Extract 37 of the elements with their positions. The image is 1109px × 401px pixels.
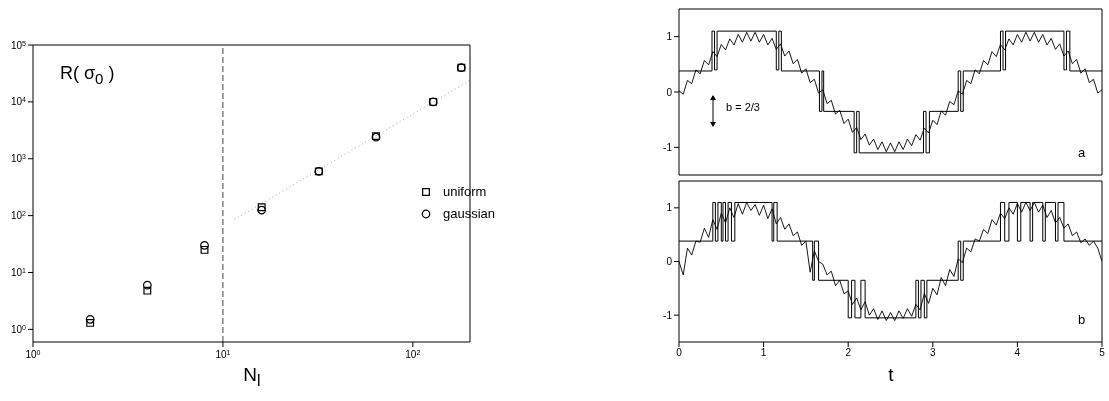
point [200, 240, 209, 250]
x-tick-label: 4 [1014, 347, 1021, 359]
x-tick-label: 3 [930, 347, 937, 359]
y-tick-label: 1 [666, 202, 673, 214]
legend-label: gaussian [442, 205, 495, 224]
y-tick-label: 10$^{3}$ [10, 152, 27, 165]
x-tick-label: 0 [676, 347, 683, 359]
y-tick-label: 10$^{5}$ [10, 39, 27, 51]
y-tick-label: 0 [666, 256, 673, 268]
y-tick-label: -1 [663, 141, 673, 153]
x-axis-title: t [887, 364, 895, 386]
x-tick-label: 5 [1099, 347, 1106, 359]
y-tick-label: 10$^{2}$ [10, 209, 27, 222]
x-tick-label: 2 [845, 347, 852, 359]
y-tick-label: 0 [666, 86, 673, 98]
point [200, 245, 209, 254]
point [142, 280, 152, 290]
x-tick-label: 10$^{0}$ [25, 348, 41, 360]
annotation: b = 2/3 [726, 101, 760, 113]
y-tick-label: 10$^{0}$ [10, 323, 27, 335]
annotation: b [1078, 312, 1086, 327]
x-axis-title: N$_{l}$ [242, 364, 262, 390]
legend-label: uniform [442, 183, 487, 202]
y-axis-title: R( σ$_{0}$ ) [60, 63, 115, 87]
x-tick-label: 1 [760, 347, 767, 359]
y-tick-label: 10$^{4}$ [10, 95, 27, 108]
point [85, 314, 95, 324]
y-tick-label: -1 [663, 309, 673, 321]
point [257, 203, 266, 212]
x-tick-label: 10$^{1}$ [215, 348, 231, 360]
y-tick-label: 1 [666, 31, 673, 43]
annotation: a [1078, 145, 1086, 160]
y-tick-label: 10$^{1}$ [10, 266, 27, 279]
point [143, 286, 152, 295]
point [257, 205, 267, 215]
point [86, 318, 95, 327]
x-tick-label: 10$^{2}$ [405, 348, 421, 360]
